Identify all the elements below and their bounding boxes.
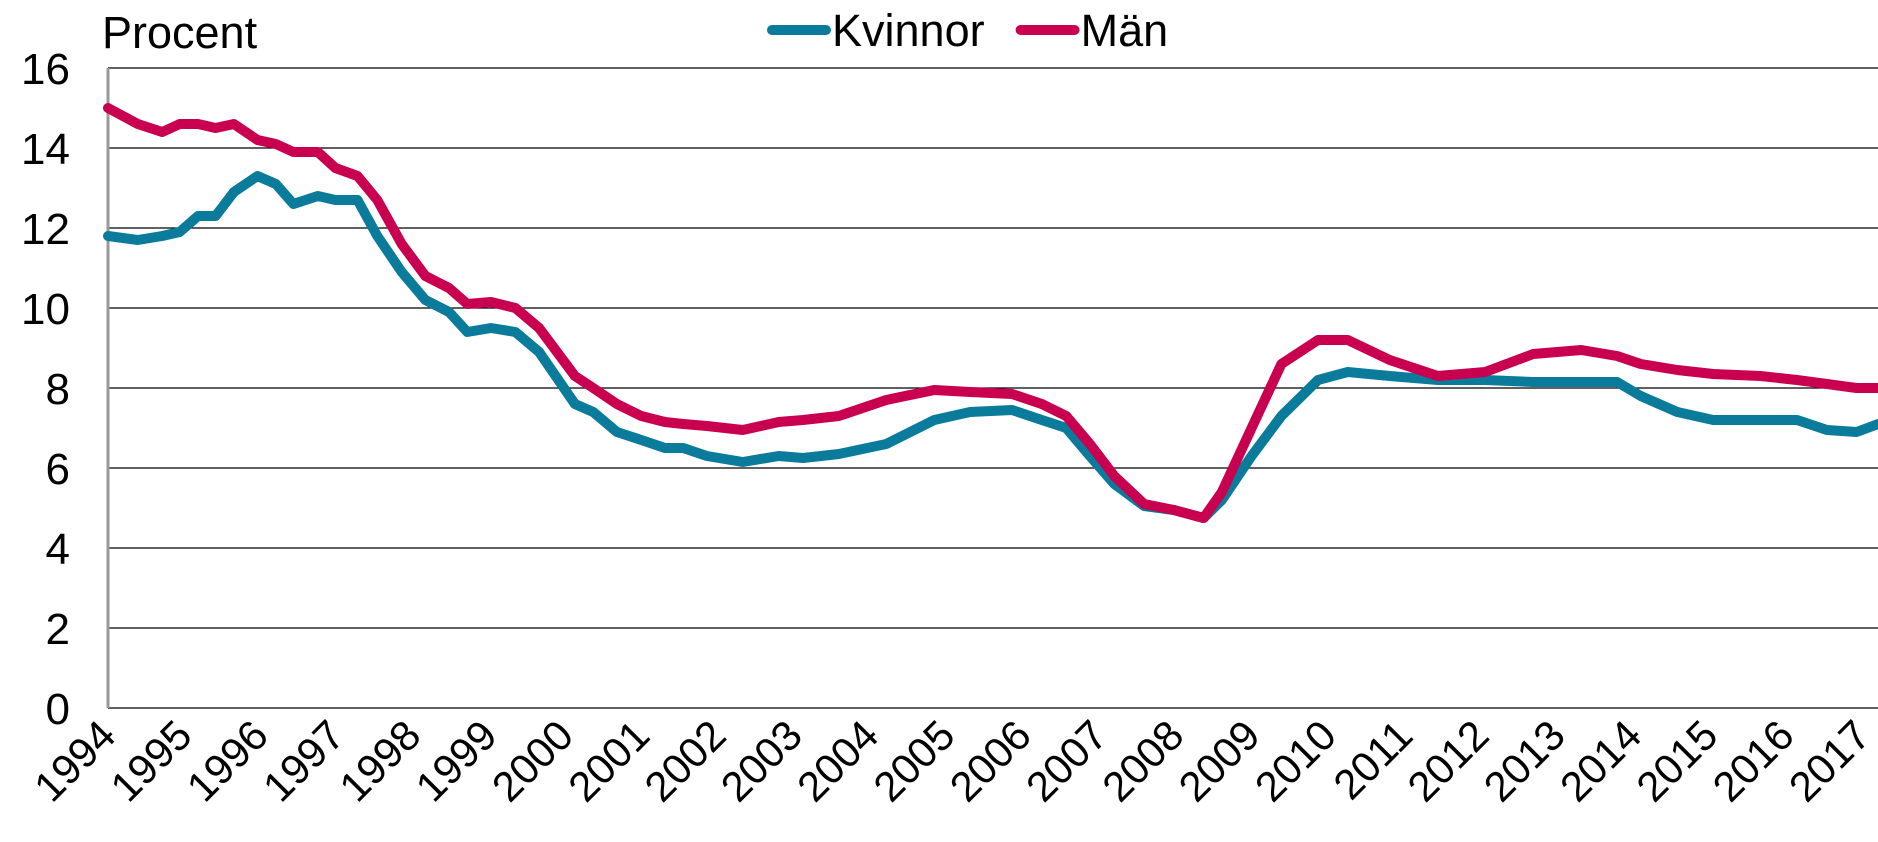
plot-area	[103, 103, 1878, 523]
x-tick-label: 1998	[330, 711, 429, 810]
x-tick-label: 2000	[483, 711, 582, 810]
x-tick-label: 1997	[254, 711, 353, 810]
x-tick-label: 2009	[1169, 711, 1268, 810]
x-tick-label: 2001	[559, 711, 658, 810]
x-tick-label: 2011	[1324, 711, 1421, 808]
x-tick-label: 1996	[178, 711, 277, 810]
x-tick-label: 2003	[712, 711, 811, 810]
x-tick-label: 2013	[1475, 711, 1574, 810]
x-tick-label: 2010	[1246, 711, 1345, 810]
y-tick-label: 8	[46, 365, 70, 414]
x-tick-label: 1995	[101, 711, 200, 810]
x-tick-label: 1999	[407, 711, 506, 810]
x-tick-label: 2004	[788, 711, 887, 810]
x-tick-label: 2008	[1093, 711, 1192, 810]
x-tick-label: 2005	[864, 711, 963, 810]
x-tick-label: 2016	[1704, 711, 1803, 810]
x-tick-label: 2014	[1551, 711, 1650, 810]
y-tick-label: 16	[21, 45, 70, 94]
legend-item: Kvinnor	[767, 5, 985, 56]
chart-title: Procent	[102, 7, 258, 58]
x-tick-label: 2015	[1627, 711, 1726, 810]
y-tick-label: 14	[21, 125, 70, 174]
y-tick-label: 2	[46, 605, 70, 654]
y-tick-label: 12	[21, 205, 70, 254]
x-tick-label: 2002	[635, 711, 734, 810]
legend-item: Män	[1015, 5, 1169, 56]
y-tick-label: 0	[46, 685, 70, 734]
y-tick-label: 10	[21, 285, 70, 334]
x-tick-label: 2017	[1780, 711, 1878, 810]
x-tick-label: 2012	[1398, 711, 1497, 810]
x-tick-label: 1994	[25, 711, 124, 810]
x-tick-label: 2007	[1017, 711, 1116, 810]
y-tick-label: 6	[46, 445, 70, 494]
line-series	[103, 171, 1878, 523]
line-series	[103, 103, 1878, 523]
legend-label: Män	[1081, 5, 1169, 56]
y-tick-label: 4	[46, 525, 70, 574]
x-tick-label: 2006	[941, 711, 1040, 810]
legend-label: Kvinnor	[832, 5, 985, 56]
